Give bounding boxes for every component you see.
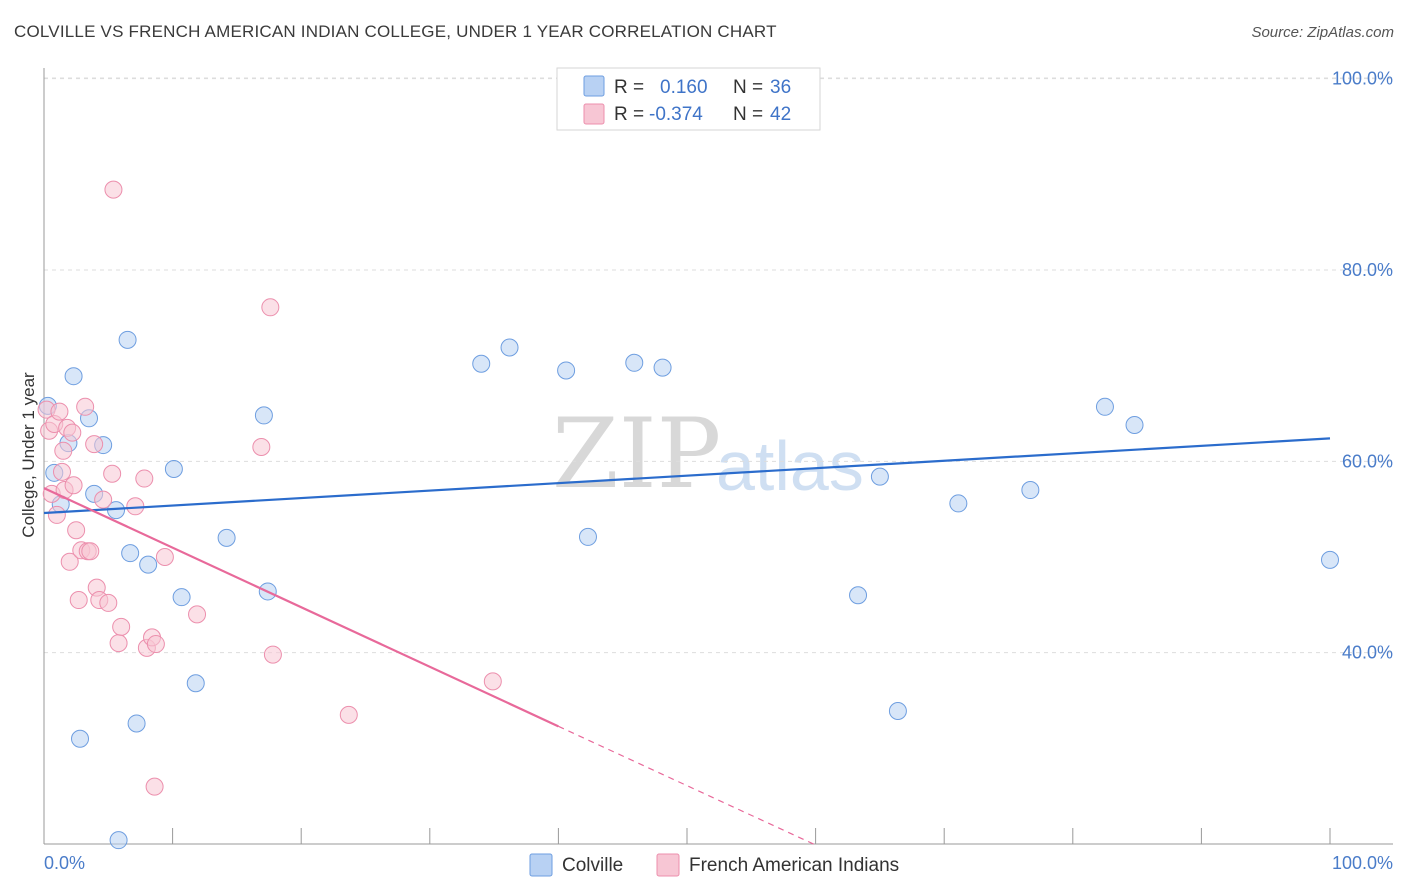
french-american-indians-point-22 [94, 490, 113, 509]
series-legend-label-colville: Colville [562, 855, 623, 876]
french-american-indians-point-29 [135, 469, 154, 488]
french-american-indians-point-36 [252, 437, 271, 456]
colville-point-5 [71, 729, 90, 748]
legend-r-label-french: R = [614, 104, 644, 125]
y-tick-label-40: 40.0% [1342, 643, 1393, 663]
french-american-indians-point-40 [483, 672, 502, 691]
french-american-indians-trend-line-extension [558, 725, 816, 846]
colville-point-30 [888, 702, 907, 721]
colville-point-22 [500, 338, 519, 357]
french-american-indians-point-26 [109, 634, 128, 653]
french-american-indians-trend-line [43, 487, 559, 728]
colville-point-12 [121, 544, 140, 563]
french-american-indians-point-38 [263, 645, 282, 664]
french-american-indians-point-33 [146, 635, 165, 654]
colville-point-24 [578, 527, 597, 546]
colville-point-16 [172, 588, 191, 607]
french-american-indians-point-12 [64, 476, 83, 495]
french-american-indians-point-18 [81, 542, 100, 561]
colville-point-18 [217, 528, 236, 547]
french-american-indians-point-13 [67, 521, 86, 540]
colville-point-14 [139, 555, 158, 574]
correlation-legend: R = 0.160 N = 36 R = -0.374 N = 42 [556, 67, 821, 131]
french-american-indians-point-24 [103, 464, 122, 483]
french-american-indians-point-27 [112, 617, 131, 636]
axes: 40.0% 60.0% 80.0% 100.0% [43, 68, 1393, 845]
french-american-indians-point-35 [188, 605, 207, 624]
gridlines [44, 77, 1393, 654]
chart-title: COLVILLE VS FRENCH AMERICAN INDIAN COLLE… [14, 22, 777, 41]
legend-swatch-colville [583, 75, 605, 97]
french-american-indians-point-19 [85, 435, 104, 454]
colville-point-19 [254, 406, 273, 425]
legend-r-value-french: -0.374 [649, 104, 703, 125]
legend-n-label-colville: N = [733, 77, 763, 98]
colville-point-32 [1021, 481, 1040, 500]
colville-point-25 [625, 353, 644, 372]
french-american-indians-point-32 [145, 777, 164, 796]
x-tick-label-max: 100.0% [1332, 853, 1393, 873]
legend-r-value-colville: 0.160 [660, 77, 708, 98]
y-tick-label-60: 60.0% [1342, 451, 1393, 471]
french-american-indians-point-34 [155, 548, 174, 566]
colville-point-10 [109, 831, 128, 850]
colville-point-13 [127, 714, 146, 733]
colville-point-15 [164, 459, 183, 478]
series-legend: Colville French American Indians [529, 853, 899, 877]
french-american-indians-point-10 [60, 552, 79, 571]
y-axis-title: College, Under 1 year [19, 372, 38, 538]
watermark-zip: ZIP [552, 398, 721, 510]
legend-n-label-french: N = [733, 104, 763, 125]
y-tick-label-80: 80.0% [1342, 260, 1393, 280]
french-american-indians-point-39 [339, 705, 358, 724]
series-legend-label-french: French American Indians [689, 855, 899, 876]
french-american-indians-point-6 [53, 462, 72, 481]
colville-point-11 [118, 330, 137, 349]
data-points [37, 70, 1339, 850]
french-american-indians-point-16 [76, 397, 95, 416]
colville-point-31 [949, 494, 968, 513]
french-american-indians-point-11 [63, 423, 82, 442]
series-legend-swatch-french-american-indians [656, 853, 680, 877]
colville-point-35 [1321, 550, 1339, 569]
legend-swatch-french-american-indians [583, 103, 605, 125]
french-american-indians-point-4 [47, 505, 66, 524]
colville-point-26 [653, 358, 672, 377]
colville-point-17 [186, 674, 205, 693]
french-american-indians-point-14 [69, 591, 88, 610]
legend-n-value-french: 42 [770, 104, 791, 125]
french-american-indians-point-25 [104, 180, 123, 199]
trend-lines [43, 437, 1331, 846]
series-legend-swatch-colville [529, 853, 553, 877]
colville-point-29 [870, 467, 889, 486]
colville-point-21 [472, 354, 491, 373]
x-tick-label-min: 0.0% [44, 853, 85, 873]
watermark: ZIP atlas [552, 398, 864, 510]
source-label: Source: ZipAtlas.com [1251, 24, 1394, 41]
y-tick-label-100: 100.0% [1332, 69, 1393, 89]
colville-point-23 [557, 361, 576, 380]
french-american-indians-point-37 [261, 298, 280, 317]
legend-r-label-colville: R = [614, 77, 644, 98]
french-american-indians-point-5 [50, 402, 69, 421]
colville-point-4 [64, 367, 83, 386]
colville-point-33 [1095, 397, 1114, 416]
colville-trend-line [43, 437, 1331, 515]
colville-point-34 [1125, 415, 1144, 434]
legend-n-value-colville: 36 [770, 77, 791, 98]
colville-point-28 [849, 586, 868, 605]
french-american-indians-point-23 [99, 593, 118, 612]
french-american-indians-point-7 [54, 441, 73, 460]
